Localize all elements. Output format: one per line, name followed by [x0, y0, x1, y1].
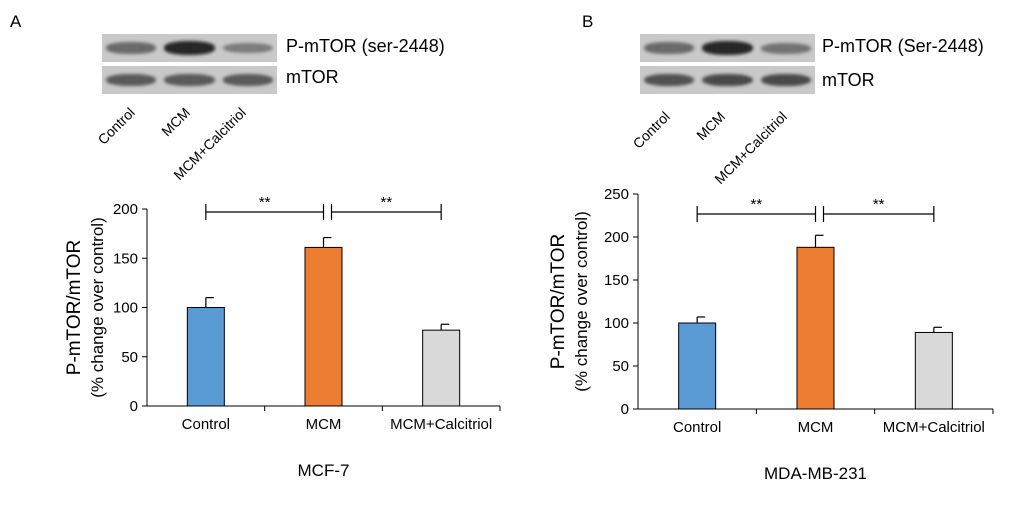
- chart-b-category-label: Control: [673, 419, 721, 436]
- blot-b-band: [760, 73, 811, 87]
- chart-b-y-axis-label-line2: (% change over control): [572, 211, 591, 391]
- chart-b-significance-label: **: [750, 196, 762, 213]
- chart-a-bar-3: [422, 329, 461, 407]
- blot-a-strip-1: [102, 34, 277, 62]
- chart-a-y-tick-label: 100: [113, 300, 138, 317]
- chart-b-bar-1: [678, 322, 717, 410]
- chart-a-significance-label: **: [380, 194, 392, 211]
- chart-b-y-tick-label: 50: [612, 358, 629, 375]
- blot-b-band: [702, 73, 753, 87]
- blot-b-band: [760, 42, 811, 54]
- chart-b-category-label: MCM: [798, 419, 834, 436]
- chart-b-bar-3: [914, 331, 953, 410]
- chart-b-y-tick-label: 100: [604, 315, 629, 332]
- blot-a-band: [164, 41, 215, 55]
- chart-a-bar-2: [304, 246, 343, 407]
- blot-a-band: [164, 74, 215, 86]
- chart-a-category-label: MCM: [306, 416, 342, 433]
- chart-a-y-axis-label-line1: P-mTOR/mTOR: [64, 240, 85, 375]
- western-blot-b: [640, 34, 815, 98]
- chart-b-y-tick-label: 0: [621, 401, 629, 418]
- chart-a-y-tick-label: 0: [130, 398, 138, 415]
- chart-a-y-tick-label: 200: [113, 201, 138, 218]
- blot-b-row1-label: P-mTOR (Ser-2448): [822, 36, 984, 56]
- chart-a-category-label: Control: [182, 416, 230, 433]
- chart-a-x-axis-label: MCF-7: [298, 461, 350, 480]
- chart-b-bar-2: [796, 246, 835, 410]
- chart-b-significance-label: **: [873, 196, 885, 213]
- chart-a-category-label: MCM+Calcitriol: [390, 416, 492, 433]
- bar-chart-a: 0 50 100 150 200 Control MCM MCM+Calcitriol ** **…: [64, 194, 501, 480]
- chart-a-significance-label: **: [259, 194, 271, 211]
- blot-b-band: [644, 73, 695, 87]
- blot-a-band: [106, 74, 157, 86]
- blot-b-band: [702, 41, 753, 55]
- blot-a-band: [106, 42, 157, 54]
- blot-a-row1-label: P-mTOR (ser-2448): [286, 36, 445, 56]
- blot-a-band: [222, 74, 273, 86]
- panel-b-letter: B: [582, 12, 594, 31]
- blot-b-band: [644, 42, 695, 54]
- chart-a-bar-1: [186, 307, 225, 407]
- western-blot-a: [102, 34, 277, 98]
- chart-b-y-axis-label-line1: P-mTOR/mTOR: [548, 234, 569, 369]
- blot-a-strip-2: [102, 66, 277, 94]
- chart-a-y-tick-label: 150: [113, 250, 138, 267]
- chart-a-y-tick-label: 50: [121, 349, 138, 366]
- blot-a-band: [222, 42, 273, 54]
- chart-b-y-tick-label: 250: [604, 186, 629, 203]
- blot-b-strip-1: [640, 34, 815, 62]
- blot-a-row2-label: mTOR: [286, 67, 339, 87]
- chart-b-category-label: MCM+Calcitriol: [883, 419, 985, 436]
- bar-chart-b: 0 50 100 150 200 250 Control MCM MCM+Calcitriol *…: [548, 186, 994, 483]
- blot-b-row2-label: mTOR: [822, 70, 875, 90]
- panel-a-letter: A: [10, 12, 22, 31]
- chart-b-y-tick-label: 200: [604, 229, 629, 246]
- chart-a-y-axis-label-line2: (% change over control): [88, 217, 107, 397]
- blot-b-strip-2: [640, 66, 815, 94]
- chart-b-x-axis-label: MDA-MB-231: [764, 464, 867, 483]
- chart-b-y-tick-label: 150: [604, 272, 629, 289]
